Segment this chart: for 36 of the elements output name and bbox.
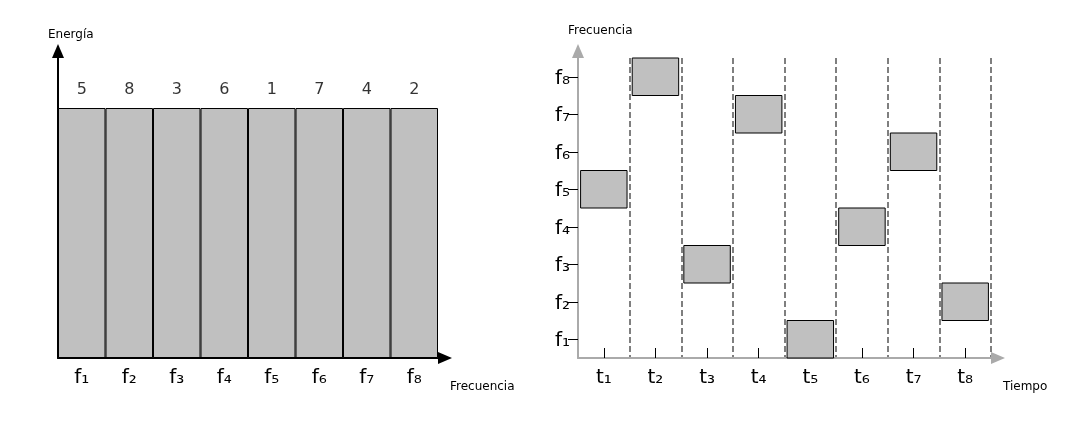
x-tick-label: t₁ [595,364,612,388]
x-tick-label: t₆ [854,364,870,388]
x-axis-title: Frecuencia [450,379,515,393]
x-tick-label: t₇ [905,364,922,388]
annotation: 5 [76,78,87,98]
annotation: 2 [409,78,420,98]
y-tick-label: f₅ [554,177,570,202]
y-tick-label: f₆ [554,139,570,164]
x-tick-label: f₅ [264,364,280,388]
x-tick-label: f₇ [359,364,375,388]
y-tick-label: f₃ [554,252,570,277]
annotation: 8 [124,78,135,98]
y-tick-label: f₈ [554,64,570,89]
x-tick-label: t₂ [647,364,664,388]
y-tick-label: f₇ [554,102,570,127]
y-tick-label: f₄ [554,214,570,239]
annotation: 1 [266,78,277,98]
x-tick-label: f₃ [169,364,185,388]
annotation: 7 [314,78,325,98]
x-tick-label: f₁ [74,364,90,388]
y-tick-label: f₁ [554,327,570,352]
y-tick-label: f₂ [554,289,570,314]
x-tick-label: t₈ [957,364,974,388]
x-tick-label: f₄ [216,364,232,388]
x-tick-label: t₄ [750,364,767,388]
x-tick-label: f₂ [121,364,137,388]
annotation: 3 [171,78,182,98]
x-axis-title: Tiempo [1002,379,1048,393]
y-axis-title: Energía [48,27,94,41]
annotation: 6 [219,78,230,98]
y-axis-title: Frecuencia [568,23,633,37]
x-tick-label: f₈ [406,364,422,388]
x-tick-label: f₆ [311,364,327,388]
x-tick-label: t₅ [802,364,819,388]
x-tick-label: t₃ [699,364,715,388]
annotation: 4 [361,78,372,98]
